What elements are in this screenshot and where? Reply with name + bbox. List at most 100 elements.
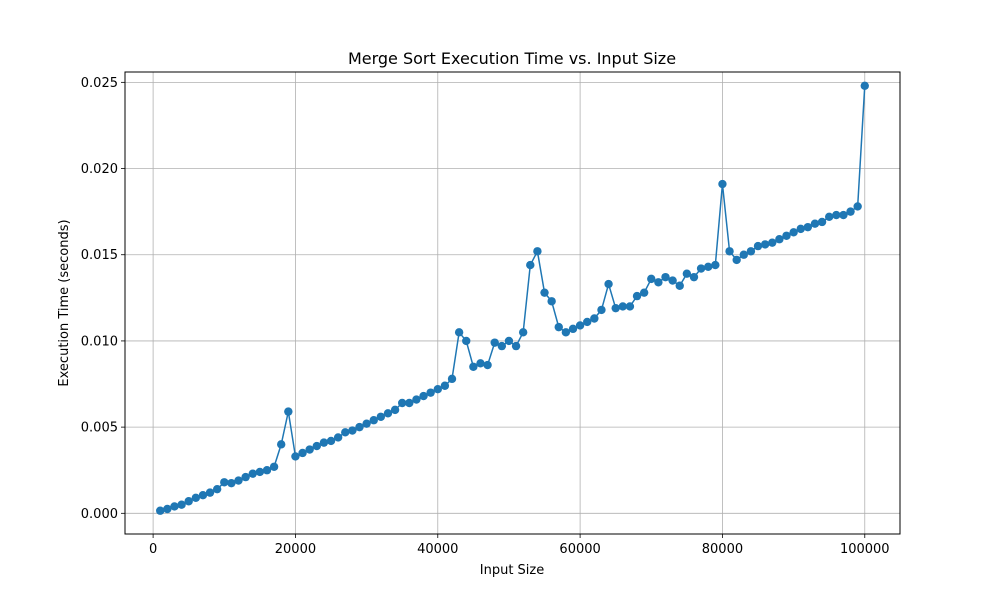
data-point bbox=[611, 303, 620, 313]
data-point bbox=[775, 235, 784, 244]
data-point bbox=[824, 212, 834, 222]
data-point bbox=[248, 469, 257, 478]
data-point bbox=[718, 179, 727, 189]
data-point bbox=[796, 224, 805, 234]
data-point bbox=[725, 247, 734, 256]
data-point bbox=[618, 302, 628, 311]
data-point bbox=[426, 388, 435, 397]
data-point bbox=[654, 278, 663, 287]
data-point bbox=[518, 328, 528, 337]
data-point bbox=[220, 478, 229, 487]
x-tick-label: 0 bbox=[149, 542, 157, 557]
data-point bbox=[440, 381, 450, 390]
data-point bbox=[696, 264, 706, 273]
data-point bbox=[198, 491, 208, 500]
data-point bbox=[668, 276, 677, 285]
data-point bbox=[511, 341, 521, 351]
data-point bbox=[753, 241, 763, 251]
data-point bbox=[333, 433, 343, 442]
data-point bbox=[255, 467, 265, 477]
data-point bbox=[647, 274, 656, 284]
data-point bbox=[746, 247, 756, 256]
data-point bbox=[191, 493, 201, 502]
data-point bbox=[711, 260, 720, 270]
y-tick-label: 0.015 bbox=[81, 248, 118, 263]
data-point bbox=[832, 210, 841, 220]
data-point bbox=[554, 322, 563, 332]
data-point bbox=[269, 462, 279, 471]
data-point bbox=[205, 488, 215, 497]
data-point bbox=[277, 440, 286, 449]
data-point bbox=[682, 269, 692, 278]
data-point bbox=[675, 281, 684, 290]
data-point bbox=[305, 445, 314, 454]
data-point bbox=[483, 360, 492, 370]
data-point bbox=[262, 466, 272, 475]
data-point bbox=[583, 317, 592, 327]
data-point bbox=[184, 497, 193, 506]
data-point bbox=[383, 409, 393, 418]
plot-frame bbox=[124, 71, 901, 535]
y-tick-label: 0.005 bbox=[81, 421, 118, 436]
data-point bbox=[604, 279, 613, 289]
x-tick-label: 20000 bbox=[275, 542, 316, 557]
data-point bbox=[846, 207, 855, 216]
data-point bbox=[789, 228, 798, 237]
data-point bbox=[227, 478, 236, 488]
data-point bbox=[533, 247, 542, 256]
data-point bbox=[540, 288, 549, 297]
data-point bbox=[575, 321, 585, 330]
data-point bbox=[170, 502, 179, 511]
data-point bbox=[369, 416, 378, 425]
data-point bbox=[454, 328, 464, 337]
data-point bbox=[490, 338, 499, 347]
chart-title: Merge Sort Execution Time vs. Input Size bbox=[348, 49, 676, 68]
data-point bbox=[803, 222, 813, 232]
data-point bbox=[156, 506, 165, 515]
data-point bbox=[348, 426, 357, 435]
data-point bbox=[376, 412, 386, 421]
data-point bbox=[760, 240, 770, 249]
data-point bbox=[597, 305, 606, 315]
data-point bbox=[732, 255, 741, 265]
data-point bbox=[291, 452, 300, 461]
data-point bbox=[462, 336, 471, 346]
data-point bbox=[419, 391, 428, 401]
series-layer bbox=[156, 81, 869, 515]
data-point bbox=[526, 260, 535, 270]
data-point bbox=[568, 324, 578, 334]
data-point bbox=[298, 448, 307, 458]
data-point bbox=[319, 438, 329, 447]
data-point bbox=[163, 504, 172, 514]
y-tick-label: 0.020 bbox=[81, 162, 118, 177]
data-point bbox=[397, 398, 407, 408]
data-point bbox=[497, 341, 507, 351]
y-axis-ticks: 0.000 0.005 0.010 0.015 0.020 0.025 bbox=[81, 76, 125, 522]
data-point bbox=[768, 238, 777, 247]
data-point bbox=[625, 302, 635, 311]
data-point bbox=[284, 407, 293, 416]
data-point bbox=[689, 272, 699, 282]
data-point bbox=[704, 262, 713, 271]
x-axis-ticks: 0 20000 40000 60000 80000 100000 bbox=[149, 534, 890, 557]
data-point bbox=[447, 374, 457, 384]
data-point bbox=[632, 291, 642, 301]
data-point bbox=[661, 272, 670, 282]
data-point bbox=[782, 231, 791, 240]
x-tick-label: 40000 bbox=[417, 542, 458, 557]
data-point bbox=[312, 441, 321, 451]
data-point bbox=[433, 384, 442, 394]
x-tick-label: 100000 bbox=[840, 542, 890, 557]
y-tick-label: 0.025 bbox=[81, 76, 118, 91]
data-point bbox=[390, 405, 400, 415]
data-point bbox=[561, 328, 571, 337]
data-point bbox=[817, 217, 827, 227]
data-point bbox=[341, 428, 350, 437]
data-point bbox=[469, 362, 478, 371]
data-point bbox=[326, 436, 336, 446]
data-point bbox=[810, 219, 820, 228]
data-point bbox=[504, 336, 514, 346]
data-point bbox=[405, 398, 414, 408]
